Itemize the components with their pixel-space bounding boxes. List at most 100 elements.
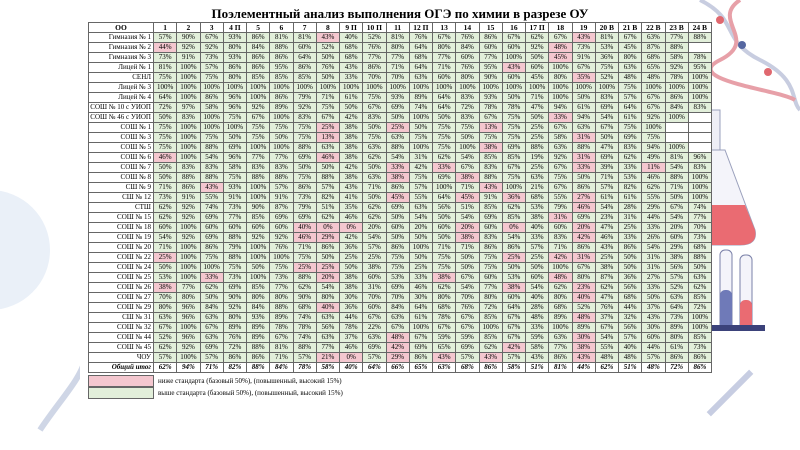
table-cell: 89% — [245, 332, 271, 343]
table-cell: 54% — [199, 152, 224, 163]
table-cell: 67% — [315, 112, 341, 123]
table-cell: 69% — [408, 342, 434, 353]
table-cell: 31% — [617, 212, 643, 223]
table-cell: 71% — [362, 182, 387, 193]
table-cell: 90% — [176, 32, 201, 43]
table-cell: 67% — [617, 32, 643, 43]
table-cell: 0% — [501, 222, 527, 233]
table-cell: 19% — [524, 152, 550, 163]
table-cell: 58% — [664, 52, 689, 63]
table-cell: 100% — [431, 82, 457, 93]
table-cell: 48% — [617, 352, 643, 363]
table-cell: 62% — [548, 282, 573, 293]
table-cell: 60% — [501, 292, 527, 303]
table-cell: 64% — [664, 302, 689, 313]
table-cell: 92% — [548, 152, 573, 163]
table-cell: 25% — [501, 252, 527, 263]
table-cell: 54% — [455, 282, 480, 293]
table-cell: 57% — [199, 352, 224, 363]
table-cell: 20% — [408, 222, 434, 233]
table-cell: 25% — [524, 132, 550, 143]
table-cell: 71% — [455, 242, 480, 253]
table-cell: 67% — [641, 102, 666, 113]
table-row: Лицей № 1 81% 100% 57% 86% 86% 95% 86% 76% 43% 86%… — [88, 62, 713, 73]
table-cell: 100% — [222, 122, 248, 133]
table-cell: 67% — [431, 322, 457, 333]
table-cell: 85% — [245, 212, 271, 223]
table-cell: 89% — [269, 312, 294, 323]
table-cell: 74% — [408, 102, 434, 113]
table-cell: 100% — [292, 82, 317, 93]
table-cell: 20% — [315, 272, 341, 283]
table-cell: 42% — [338, 162, 364, 173]
table-cell: 42% — [385, 342, 410, 353]
table-cell: 75% — [315, 102, 341, 113]
table-cell: 39% — [594, 162, 620, 173]
column-header-task: 11 — [385, 22, 410, 33]
table-cell: 52% — [362, 32, 387, 43]
table-row: СОШ № 8 50% 88% 88% 75% 88% 88% 75% 88% 38% 63% 38%… — [88, 172, 713, 183]
table-cell: 71% — [152, 242, 178, 253]
table-cell: 50% — [362, 122, 387, 133]
table-cell: 85% — [245, 72, 271, 83]
table-cell: 97% — [176, 102, 201, 113]
total-row: Общий итог 62% 94% 71% 82% 88% 84% 78% 58% 40% 64%… — [88, 362, 713, 373]
table-cell: 52% — [594, 72, 620, 83]
table-cell: 60% — [152, 222, 178, 233]
table-cell: 56% — [617, 322, 643, 333]
table-cell: 67% — [594, 122, 620, 133]
table-cell: 69% — [501, 142, 527, 153]
table-cell: 85% — [687, 332, 713, 343]
table-cell: 38% — [338, 282, 364, 293]
table-cell: 67% — [478, 112, 503, 123]
row-org-name: СШ № 31 — [88, 312, 154, 323]
table-cell: 38% — [338, 172, 364, 183]
table-cell: 20% — [664, 222, 689, 233]
table-cell: 68% — [687, 242, 713, 253]
table-cell: 92% — [524, 42, 550, 53]
table-cell: 64% — [617, 102, 643, 113]
table-cell: 50% — [222, 132, 248, 143]
table-cell: 25% — [408, 262, 434, 273]
table-cell: 71% — [152, 182, 178, 193]
table-cell: 25% — [385, 122, 410, 133]
table-cell: 70% — [152, 292, 178, 303]
table-cell: 38% — [385, 172, 410, 183]
row-org-name: СОШ № 45 — [88, 342, 154, 353]
table-cell: 58% — [222, 162, 248, 173]
table-cell: 100% — [338, 82, 364, 93]
table-cell: 92% — [176, 212, 201, 223]
table-cell: 63% — [152, 312, 178, 323]
table-cell: 69% — [222, 142, 248, 153]
table-cell: 70% — [362, 72, 387, 83]
row-org-name: СОШ № 44 — [88, 332, 154, 343]
table-cell: 78% — [292, 322, 317, 333]
table-cell: 75% — [292, 122, 317, 133]
table-cell: 62% — [431, 282, 457, 293]
table-cell: 77% — [315, 342, 341, 353]
table-cell: 61% — [594, 192, 620, 203]
table-cell: 47% — [524, 102, 550, 113]
table-cell: 38% — [594, 262, 620, 273]
table-cell: 80% — [385, 42, 410, 53]
legend-low: ниже стандарта (базовый 50%), (повышенны… — [88, 375, 712, 387]
table-cell: 50% — [152, 162, 178, 173]
table-cell: 57% — [524, 242, 550, 253]
table-cell: 55% — [408, 192, 434, 203]
table-cell: 81% — [269, 32, 294, 43]
table-cell: 51% — [315, 202, 341, 213]
table-cell: 56% — [664, 262, 689, 273]
table-cell: 86% — [385, 242, 410, 253]
table-cell: 50% — [152, 112, 178, 123]
table-cell: 60% — [501, 72, 527, 83]
table-cell: 52% — [664, 282, 689, 293]
table-cell: 69% — [269, 212, 294, 223]
table-cell: 80% — [431, 42, 457, 53]
table-cell: 88% — [245, 172, 271, 183]
table-cell: 62% — [292, 282, 317, 293]
table-cell: 60% — [431, 72, 457, 83]
table-cell: 38% — [362, 262, 387, 273]
table-cell: 43% — [315, 32, 341, 43]
table-cell: 86% — [362, 62, 387, 73]
